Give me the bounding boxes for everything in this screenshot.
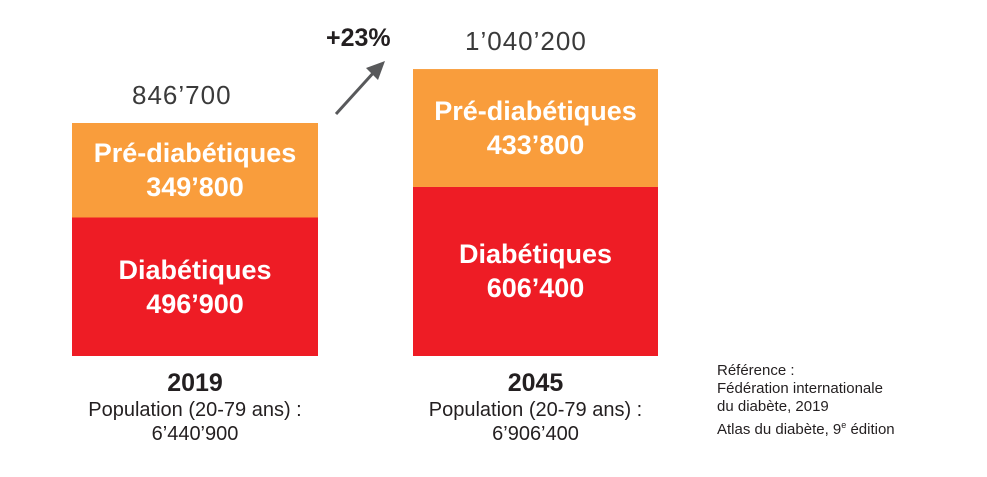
bar-segment-diabetes-2045 [413, 186, 658, 356]
bar-segment-prediabetes-2045 [413, 69, 658, 187]
bar-segment-prediabetes-2019 [72, 123, 318, 218]
population-label: Population (20-79 ans) : [88, 399, 302, 421]
reference-atlas-suffix: édition [846, 421, 895, 438]
reference-heading: Référence : [717, 362, 795, 379]
reference-note: Référence : Fédération internationale du… [717, 362, 895, 439]
segment-label-prediabetes-2045: Pré-diabétiques 433’800 [413, 94, 658, 162]
total-label-2045: 1’040’200 [465, 26, 587, 57]
reference-line: Fédération internationale [717, 380, 883, 397]
reference-line: du diabète, 2019 [717, 398, 829, 415]
segment-label-diabetes-2019: Diabétiques 496’900 [72, 253, 318, 321]
category-2045-block: 2045 Population (20-79 ans) : 6’906’400 [413, 369, 658, 446]
category-label-2019: 2019 [167, 369, 223, 397]
segment-label-prediabetes-2019: Pré-diabétiques 349’800 [72, 136, 318, 204]
total-label-2019: 846’700 [132, 80, 232, 110]
reference-atlas: Atlas du diabète, 9e édition [717, 416, 895, 439]
growth-arrow-head [366, 61, 385, 80]
segment-name: Pré-diabétiques [434, 96, 637, 127]
reference-atlas-sup: e [841, 420, 847, 430]
segment-name: Diabétiques [118, 254, 272, 285]
population-label: Population (20-79 ans) : [428, 399, 643, 421]
category-label-2045: 2045 [507, 369, 564, 397]
segment-value: 349’800 [146, 172, 244, 203]
growth-label: +23% [326, 24, 391, 52]
segment-value: 606’400 [486, 273, 585, 304]
population-value-2019: 6’440’900 [151, 423, 239, 445]
segment-name: Diabétiques [458, 239, 613, 270]
segment-label-diabetes-2045: Diabétiques 606’400 [413, 237, 658, 305]
segment-value: 496’900 [146, 288, 244, 319]
segment-name: Pré-diabétiques [93, 138, 297, 169]
bar-segment-diabetes-2019 [72, 217, 318, 356]
segment-value: 433’800 [486, 130, 585, 161]
category-2019-block: 2019 Population (20-79 ans) : 6’440’900 [72, 369, 318, 446]
growth-arrow-line [334, 69, 377, 116]
reference-atlas-text: Atlas du diabète, 9 [717, 421, 842, 438]
population-value-2045: 6’906’400 [492, 423, 579, 445]
